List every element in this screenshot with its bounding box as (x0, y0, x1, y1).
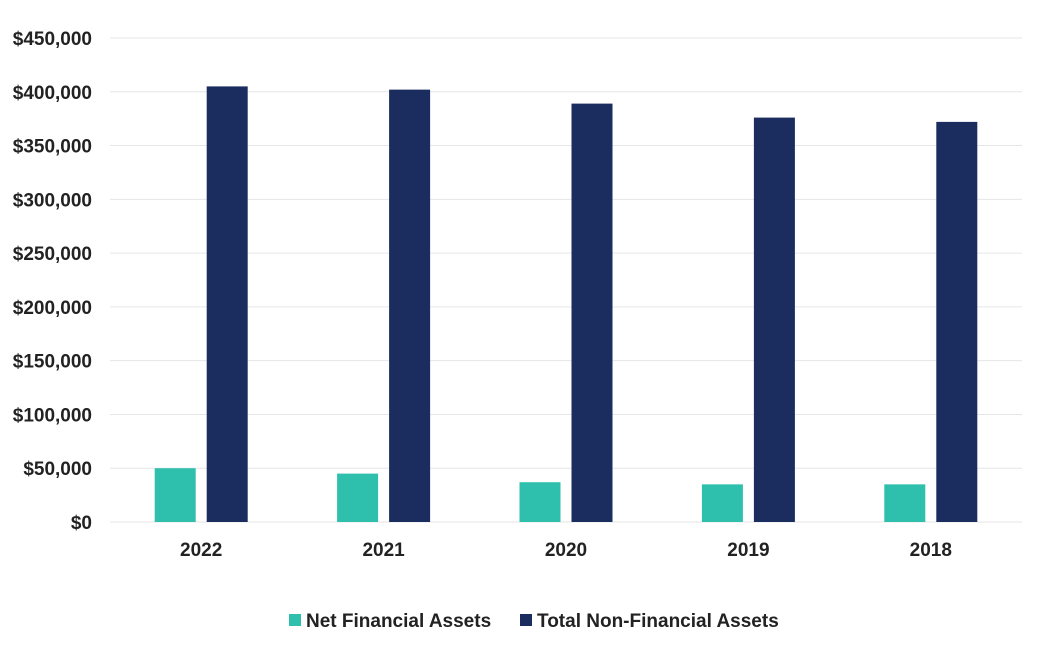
x-axis-category-labels: 2022 2021 2020 2019 2018 (180, 540, 952, 561)
x-category-label: 2019 (727, 540, 769, 561)
bar-total-non-financial-assets-2022 (206, 86, 248, 523)
y-tick-label: $100,000 (13, 405, 92, 426)
x-category-label: 2018 (910, 540, 952, 561)
x-category-label: 2022 (180, 540, 222, 561)
x-category-label: 2020 (545, 540, 587, 561)
bar-total-non-financial-assets-2020 (571, 103, 613, 522)
bar-total-non-financial-assets-2019 (753, 117, 795, 522)
legend-swatch-net-financial-assets (289, 614, 301, 626)
bar-net-financial-assets-2019 (701, 484, 743, 522)
bar-net-financial-assets-2018 (884, 484, 926, 522)
y-tick-label: $200,000 (13, 298, 92, 319)
bar-total-non-financial-assets-2018 (936, 121, 978, 522)
bar-net-financial-assets-2020 (519, 482, 561, 522)
y-tick-label: $50,000 (23, 459, 92, 480)
y-tick-label: $150,000 (13, 352, 92, 373)
bars (154, 86, 978, 523)
y-tick-label: $450,000 (13, 29, 92, 50)
legend-label-net-financial-assets: Net Financial Assets (306, 611, 491, 632)
x-category-label: 2021 (362, 540, 405, 561)
y-axis-tick-labels: $0 $50,000 $100,000 $150,000 $200,000 $250,00… (13, 29, 92, 534)
legend: Net Financial Assets Total Non-Financial… (289, 611, 779, 632)
y-tick-label: $300,000 (13, 190, 92, 211)
y-tick-label: $0 (71, 513, 92, 534)
bar-net-financial-assets-2022 (154, 468, 196, 522)
y-tick-label: $250,000 (13, 244, 92, 265)
y-tick-label: $350,000 (13, 137, 92, 158)
bar-total-non-financial-assets-2021 (389, 89, 431, 523)
bar-net-financial-assets-2021 (337, 473, 379, 522)
gridlines (110, 37, 1022, 523)
y-tick-label: $400,000 (13, 83, 92, 104)
legend-label-total-non-financial-assets: Total Non-Financial Assets (537, 611, 779, 632)
legend-swatch-total-non-financial-assets (520, 614, 532, 626)
